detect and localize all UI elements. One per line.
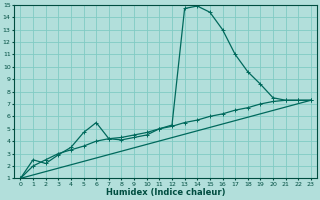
X-axis label: Humidex (Indice chaleur): Humidex (Indice chaleur): [106, 188, 225, 197]
